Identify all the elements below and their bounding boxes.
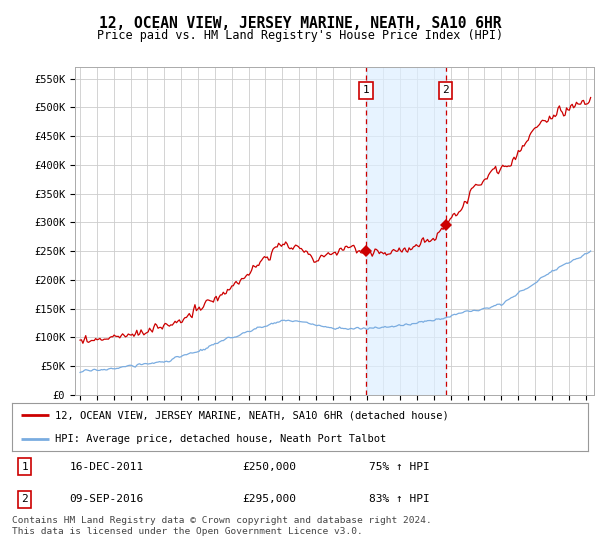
Text: 16-DEC-2011: 16-DEC-2011 <box>70 461 144 472</box>
Text: 83% ↑ HPI: 83% ↑ HPI <box>369 494 430 505</box>
Text: HPI: Average price, detached house, Neath Port Talbot: HPI: Average price, detached house, Neat… <box>55 434 386 444</box>
Text: 1: 1 <box>21 461 28 472</box>
Text: 75% ↑ HPI: 75% ↑ HPI <box>369 461 430 472</box>
Text: £295,000: £295,000 <box>242 494 296 505</box>
Text: Price paid vs. HM Land Registry's House Price Index (HPI): Price paid vs. HM Land Registry's House … <box>97 29 503 41</box>
Text: 09-SEP-2016: 09-SEP-2016 <box>70 494 144 505</box>
Text: 2: 2 <box>21 494 28 505</box>
Text: 2: 2 <box>442 85 449 95</box>
Text: 12, OCEAN VIEW, JERSEY MARINE, NEATH, SA10 6HR: 12, OCEAN VIEW, JERSEY MARINE, NEATH, SA… <box>99 16 501 31</box>
Text: 1: 1 <box>362 85 369 95</box>
Text: £250,000: £250,000 <box>242 461 296 472</box>
Text: Contains HM Land Registry data © Crown copyright and database right 2024.
This d: Contains HM Land Registry data © Crown c… <box>12 516 432 536</box>
Text: 12, OCEAN VIEW, JERSEY MARINE, NEATH, SA10 6HR (detached house): 12, OCEAN VIEW, JERSEY MARINE, NEATH, SA… <box>55 410 449 420</box>
Bar <box>366 67 446 395</box>
